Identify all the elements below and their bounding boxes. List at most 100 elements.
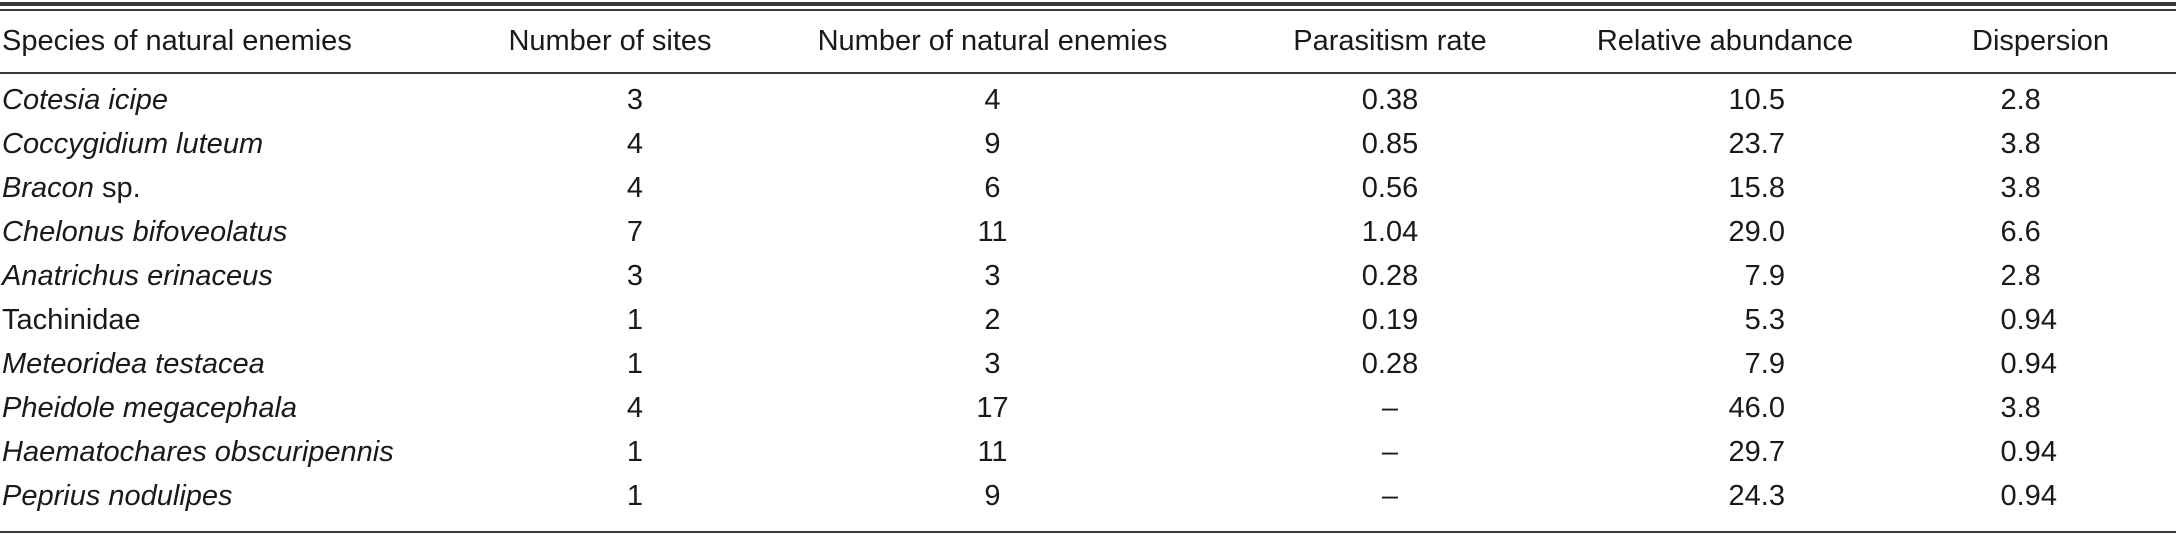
species-plain-name: sp. (93, 171, 141, 204)
enemies-cell: 3 (750, 254, 1235, 298)
sites-cell: 7 (470, 210, 750, 254)
column-header-sites: Number of sites (508, 24, 712, 57)
abundance-cell: 29.7 (1545, 430, 1905, 474)
dispersion-cell-value: 3.8 (2000, 127, 2041, 160)
dispersion-cell: 6.6 (1905, 210, 2176, 254)
abundance-cell-value: 24.3 (1728, 479, 1785, 512)
dispersion-cell: 0.94 (1905, 342, 2176, 386)
table-row: Chelonus bifoveolatus 7 11 1.04 29.0 6.6 (0, 210, 2176, 254)
species-cell: Pheidole megacephala (0, 386, 470, 430)
parasitism-cell: 0.56 (1235, 166, 1545, 210)
abundance-cell-value: 29.0 (1728, 215, 1785, 248)
parasitism-cell: 1.04 (1235, 210, 1545, 254)
dispersion-cell: 0.94 (1905, 474, 2176, 518)
dispersion-cell-value: 3.8 (2000, 171, 2041, 204)
abundance-cell: 5.3 (1545, 298, 1905, 342)
sites-cell-value: 7 (626, 215, 644, 248)
column-header-species: Species of natural enemies (2, 24, 352, 57)
column-header-enemies: Number of natural enemies (817, 24, 1168, 57)
dispersion-cell-value: 6.6 (2000, 215, 2041, 248)
sites-cell-value: 3 (626, 83, 644, 116)
dispersion-cell-value: 0.94 (2000, 347, 2057, 380)
natural-enemies-table: Species of natural enemies Number of sit… (0, 16, 2176, 518)
parasitism-cell-value: – (1381, 435, 1399, 468)
species-cell: Coccygidium luteum (0, 122, 470, 166)
dispersion-cell-value: 0.94 (2000, 435, 2057, 468)
parasitism-cell: 0.85 (1235, 122, 1545, 166)
dispersion-cell: 0.94 (1905, 298, 2176, 342)
sites-cell-value: 1 (626, 435, 644, 468)
enemies-cell: 6 (750, 166, 1235, 210)
sites-cell-value: 1 (626, 347, 644, 380)
species-cell: Haematochares obscuripennis (0, 430, 470, 474)
abundance-cell: 24.3 (1545, 474, 1905, 518)
enemies-cell: 11 (750, 430, 1235, 474)
sites-cell: 1 (470, 474, 750, 518)
abundance-cell-value: 29.7 (1728, 435, 1785, 468)
abundance-cell: 29.0 (1545, 210, 1905, 254)
sites-cell: 4 (470, 122, 750, 166)
sites-cell-value: 4 (626, 391, 644, 424)
abundance-cell-value: 23.7 (1728, 127, 1785, 160)
spacer-row (0, 66, 2176, 78)
species-italic-name: Cotesia icipe (2, 83, 169, 116)
abundance-cell-value: 7.9 (1744, 259, 1785, 292)
enemies-cell: 11 (750, 210, 1235, 254)
enemies-cell-value: 3 (984, 259, 1001, 292)
sites-cell: 4 (470, 166, 750, 210)
top-thin-rule (0, 9, 2176, 11)
abundance-cell-value: 10.5 (1728, 83, 1785, 116)
sites-cell: 3 (470, 78, 750, 122)
column-header-dispersion: Dispersion (1972, 24, 2109, 57)
table-row: Peprius nodulipes 1 9 – 24.3 0.94 (0, 474, 2176, 518)
abundance-cell: 10.5 (1545, 78, 1905, 122)
abundance-cell-value: 7.9 (1744, 347, 1785, 380)
dispersion-cell: 2.8 (1905, 254, 2176, 298)
species-italic-name: Haematochares obscuripennis (2, 435, 394, 468)
dispersion-cell: 0.94 (1905, 430, 2176, 474)
species-italic-name: Peprius nodulipes (2, 479, 233, 512)
dispersion-cell: 3.8 (1905, 166, 2176, 210)
table-row: Pheidole megacephala 4 17 – 46.0 3.8 (0, 386, 2176, 430)
sites-cell-value: 1 (626, 303, 644, 336)
sites-cell-value: 4 (626, 127, 644, 160)
enemies-cell-value: 9 (984, 127, 1001, 160)
enemies-cell: 2 (750, 298, 1235, 342)
sites-cell: 1 (470, 342, 750, 386)
abundance-cell: 23.7 (1545, 122, 1905, 166)
species-cell: Tachinidae (0, 298, 470, 342)
dispersion-cell-value: 2.8 (2000, 83, 2041, 116)
parasitism-cell-value: 0.38 (1361, 83, 1419, 116)
abundance-cell: 7.9 (1545, 254, 1905, 298)
enemies-cell-value: 2 (984, 303, 1001, 336)
enemies-cell: 3 (750, 342, 1235, 386)
enemies-cell-value: 17 (976, 391, 1009, 424)
parasitism-cell: 0.28 (1235, 342, 1545, 386)
dispersion-cell-value: 0.94 (2000, 479, 2057, 512)
species-italic-name: Meteoridea testacea (2, 347, 265, 380)
sites-cell-value: 1 (626, 479, 644, 512)
parasitism-cell-value: 1.04 (1361, 215, 1419, 248)
column-header-parasitism: Parasitism rate (1293, 24, 1487, 57)
abundance-cell: 7.9 (1545, 342, 1905, 386)
parasitism-cell: – (1235, 386, 1545, 430)
table-row: Meteoridea testacea 1 3 0.28 7.9 0.94 (0, 342, 2176, 386)
enemies-cell-value: 6 (984, 171, 1001, 204)
abundance-cell-value: 46.0 (1728, 391, 1785, 424)
enemies-cell-value: 11 (977, 435, 1008, 468)
dispersion-cell-value: 3.8 (2000, 391, 2041, 424)
table-row: Anatrichus erinaceus 3 3 0.28 7.9 2.8 (0, 254, 2176, 298)
parasitism-cell-value: 0.28 (1361, 259, 1419, 292)
species-italic-name: Bracon (2, 171, 94, 204)
parasitism-cell-value: 0.85 (1361, 127, 1419, 160)
sites-cell-value: 3 (626, 259, 644, 292)
species-cell: Anatrichus erinaceus (0, 254, 470, 298)
dispersion-cell: 3.8 (1905, 122, 2176, 166)
species-cell: Meteoridea testacea (0, 342, 470, 386)
table-row: Tachinidae 1 2 0.19 5.3 0.94 (0, 298, 2176, 342)
table-row: Haematochares obscuripennis 1 11–29.7 0.94 (0, 430, 2176, 474)
enemies-cell-value: 11 (977, 215, 1008, 248)
parasitism-cell-value: – (1381, 391, 1399, 424)
abundance-cell: 15.8 (1545, 166, 1905, 210)
